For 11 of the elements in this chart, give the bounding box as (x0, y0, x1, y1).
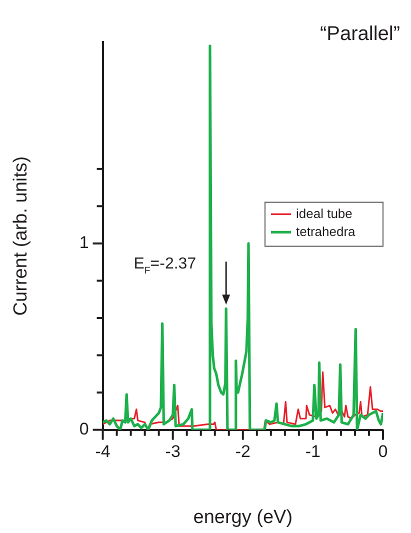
chart-title: “Parallel” (320, 23, 400, 45)
legend-label: ideal tube (296, 206, 352, 221)
y-axis-title: Current (arb. units) (10, 156, 32, 316)
x-axis-title: energy (eV) (193, 506, 293, 528)
x-tick-label: -2 (235, 442, 250, 461)
x-tick-label: -1 (305, 442, 321, 461)
x-tick-label: 0 (378, 442, 388, 461)
legend-label: tetrahedra (296, 224, 356, 239)
x-tick-label: -4 (95, 442, 110, 461)
x-tick-label: -3 (165, 442, 180, 461)
y-tick-label: 1 (79, 233, 89, 252)
